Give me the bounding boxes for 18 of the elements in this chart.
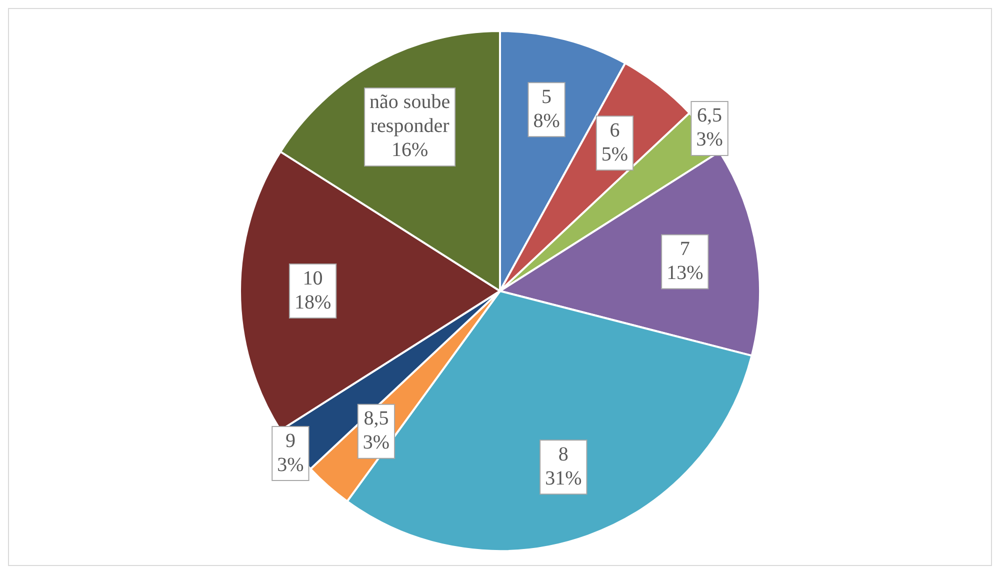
data-label: 16% <box>391 139 428 162</box>
data-label: 31% <box>545 467 582 490</box>
slice-label: não soube responder <box>370 91 450 138</box>
slice-label: 9 <box>285 430 296 452</box>
slice-label: 10 <box>302 267 323 290</box>
slice-label: 5 <box>542 86 552 108</box>
data-label: 3% <box>696 128 723 151</box>
data-label: 5% <box>601 143 628 166</box>
slice-label: 7 <box>680 238 690 260</box>
data-label: 8% <box>533 110 560 132</box>
slice-label: 8,5 <box>364 408 389 430</box>
data-label: 3% <box>362 432 390 454</box>
data-label: 3% <box>277 454 304 476</box>
data-label: 18% <box>294 291 332 314</box>
data-label: 13% <box>666 262 704 284</box>
slice-label: 8 <box>558 443 568 466</box>
slice-label: 6,5 <box>697 104 722 127</box>
slice-label: 6 <box>610 119 620 142</box>
